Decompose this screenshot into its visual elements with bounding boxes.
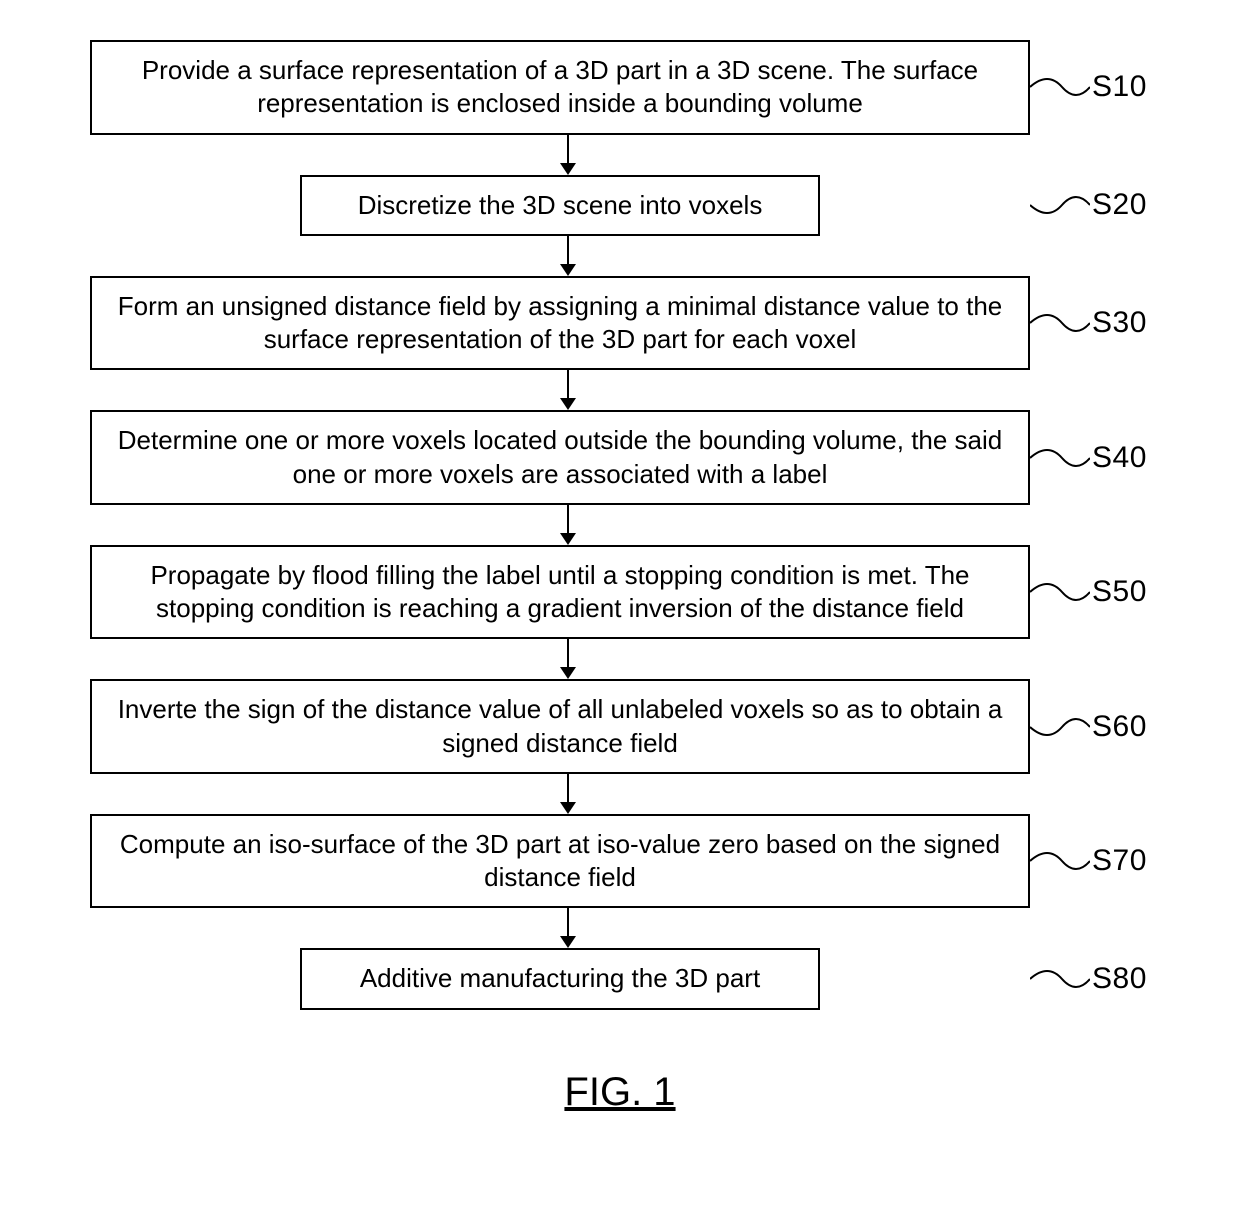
connector-s30: S30 [1030, 305, 1147, 341]
connector-s40: S40 [1030, 440, 1147, 476]
arrow-head-icon [560, 398, 576, 410]
connector-s20: S20 [1030, 187, 1147, 223]
step-row-s30: Form an unsigned distance field by assig… [30, 276, 1210, 371]
step-label-s20: S20 [1092, 188, 1147, 222]
arrow-s30-s40 [560, 370, 576, 410]
arrow-s40-s50 [560, 505, 576, 545]
step-label-s30: S30 [1092, 306, 1147, 340]
curve-icon [1030, 574, 1090, 610]
step-label-s40: S40 [1092, 441, 1147, 475]
arrow-head-icon [560, 667, 576, 679]
arrow-s60-s70 [560, 774, 576, 814]
arrow-head-icon [560, 264, 576, 276]
step-box-s30: Form an unsigned distance field by assig… [90, 276, 1030, 371]
step-box-s80: Additive manufacturing the 3D part [300, 948, 820, 1009]
arrow-s10-s20 [560, 135, 576, 175]
connector-s10: S10 [1030, 69, 1147, 105]
step-row-s50: Propagate by flood filling the label unt… [30, 545, 1210, 640]
flowchart-container: Provide a surface representation of a 3D… [30, 40, 1210, 1115]
connector-s50: S50 [1030, 574, 1147, 610]
curve-icon [1030, 961, 1090, 997]
curve-icon [1030, 843, 1090, 879]
arrow-line [567, 639, 569, 667]
connector-s60: S60 [1030, 709, 1147, 745]
step-row-s60: Inverte the sign of the distance value o… [30, 679, 1210, 774]
curve-icon [1030, 305, 1090, 341]
arrow-line [567, 236, 569, 264]
step-row-s10: Provide a surface representation of a 3D… [30, 40, 1210, 135]
connector-s70: S70 [1030, 843, 1147, 879]
step-label-s70: S70 [1092, 844, 1147, 878]
step-box-s40: Determine one or more voxels located out… [90, 410, 1030, 505]
step-row-s80: Additive manufacturing the 3D part S80 [30, 948, 1210, 1009]
connector-s80: S80 [1030, 961, 1147, 997]
step-box-s20: Discretize the 3D scene into voxels [300, 175, 820, 236]
arrow-s20-s30 [560, 236, 576, 276]
step-label-s10: S10 [1092, 70, 1147, 104]
arrow-line [567, 505, 569, 533]
arrow-head-icon [560, 936, 576, 948]
arrow-s50-s60 [560, 639, 576, 679]
curve-icon [1030, 69, 1090, 105]
arrow-head-icon [560, 802, 576, 814]
step-label-s50: S50 [1092, 575, 1147, 609]
step-box-s60: Inverte the sign of the distance value o… [90, 679, 1030, 774]
figure-label: FIG. 1 [30, 1070, 1210, 1115]
arrow-line [567, 908, 569, 936]
curve-icon [1030, 440, 1090, 476]
curve-icon [1030, 709, 1090, 745]
step-box-s10: Provide a surface representation of a 3D… [90, 40, 1030, 135]
arrow-head-icon [560, 533, 576, 545]
step-label-s60: S60 [1092, 710, 1147, 744]
step-box-s70: Compute an iso-surface of the 3D part at… [90, 814, 1030, 909]
step-box-s50: Propagate by flood filling the label unt… [90, 545, 1030, 640]
curve-icon [1030, 187, 1090, 223]
arrow-line [567, 135, 569, 163]
step-label-s80: S80 [1092, 962, 1147, 996]
step-row-s70: Compute an iso-surface of the 3D part at… [30, 814, 1210, 909]
arrow-line [567, 774, 569, 802]
arrow-head-icon [560, 163, 576, 175]
step-row-s20: Discretize the 3D scene into voxels S20 [30, 175, 1210, 236]
arrow-s70-s80 [560, 908, 576, 948]
arrow-line [567, 370, 569, 398]
step-row-s40: Determine one or more voxels located out… [30, 410, 1210, 505]
